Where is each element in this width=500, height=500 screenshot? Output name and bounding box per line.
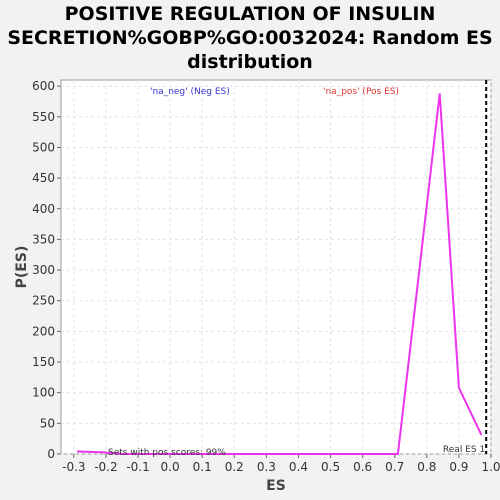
x-tick-label: 0.7: [385, 460, 404, 474]
x-tick-label: 0.2: [225, 460, 244, 474]
x-tick-label: 0.4: [289, 460, 308, 474]
x-tick-label: 0.3: [257, 460, 276, 474]
x-tick-label: -0.2: [94, 460, 117, 474]
title-line-3: distribution: [187, 51, 313, 73]
x-tick-label: 0.1: [193, 460, 212, 474]
x-tick-label: -0.1: [126, 460, 149, 474]
y-axis-label: P(ES): [14, 246, 30, 289]
y-tick-label: 100: [32, 386, 55, 400]
real-es-label: Real ES 1: [443, 445, 485, 455]
y-tick-label: 600: [32, 79, 55, 93]
y-axis-ticks: 0 50 100 150 200 250 300 350 400 450 500 550 600: [32, 79, 61, 461]
y-tick-label: 250: [32, 294, 55, 308]
y-tick-label: 450: [32, 171, 55, 185]
title-line-1: POSITIVE REGULATION OF INSULIN: [64, 3, 436, 25]
pos-scores-annotation: Sets with pos scores: 99%: [108, 448, 226, 458]
title-line-2: SECRETION%GOBP%GO:0032024: Random ES: [7, 27, 493, 49]
x-axis-label: ES: [266, 478, 286, 494]
y-tick-label: 550: [32, 110, 55, 124]
y-tick-label: 500: [32, 140, 55, 154]
x-tick-label: 0.9: [449, 460, 468, 474]
x-tick-label: 0.6: [353, 460, 372, 474]
x-axis-ticks: -0.3 -0.2 -0.1 0.0 0.1 0.2 0.3 0.4 0.5 0.6 0.7 0.8 0…: [62, 454, 500, 474]
y-tick-label: 150: [32, 355, 55, 369]
legend-neg-entry: 'na_neg' (Neg ES): [150, 87, 230, 97]
x-tick-label: 0.8: [417, 460, 436, 474]
x-tick-label: 1.0: [481, 460, 500, 474]
y-tick-label: 350: [32, 232, 55, 246]
y-tick-label: 300: [32, 263, 55, 277]
x-tick-label: 0.5: [321, 460, 340, 474]
legend-pos-entry: 'na_pos' (Pos ES): [323, 87, 399, 97]
y-tick-label: 400: [32, 202, 55, 216]
x-tick-label: -0.3: [62, 460, 85, 474]
y-tick-label: 0: [47, 447, 55, 461]
chart-title: POSITIVE REGULATION OF INSULIN SECRETION…: [0, 2, 500, 74]
x-tick-label: 0.0: [161, 460, 180, 474]
grid: [61, 80, 492, 455]
y-tick-label: 200: [32, 324, 55, 338]
y-tick-label: 50: [40, 416, 55, 430]
series-layer: [76, 93, 483, 455]
es-distribution-line: [76, 93, 483, 455]
